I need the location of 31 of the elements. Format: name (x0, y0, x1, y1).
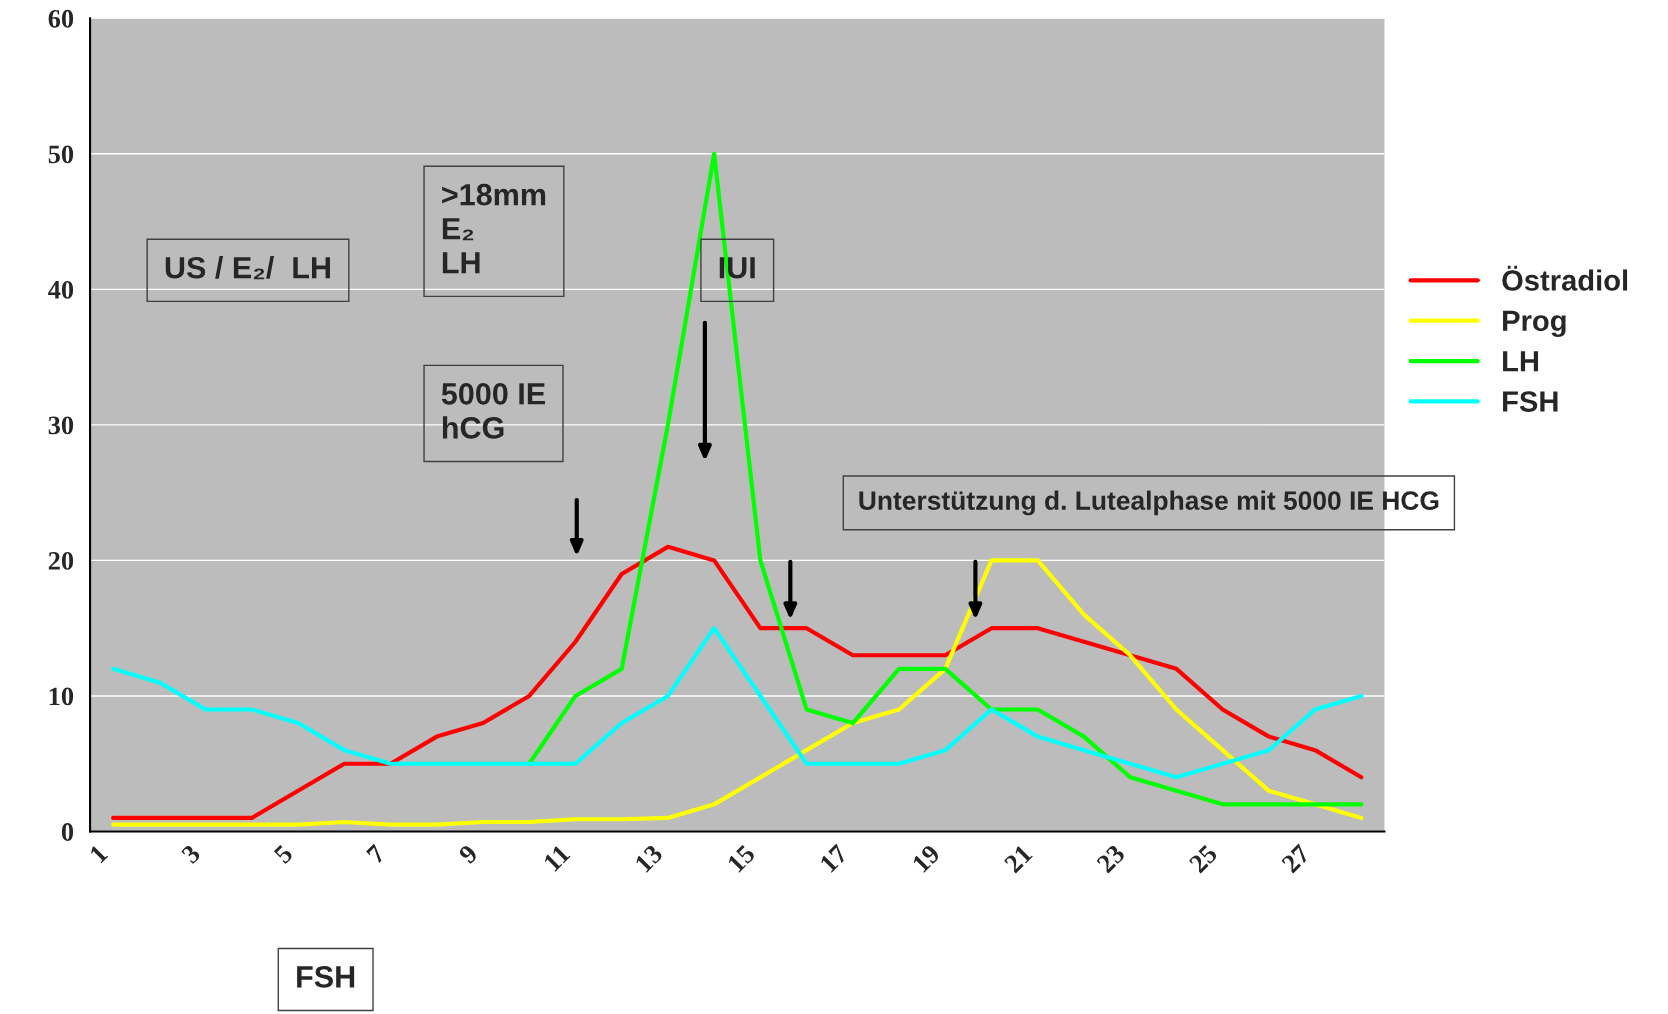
legend-label: Prog (1503, 310, 1566, 338)
x-tick-label: 9 (457, 843, 479, 865)
text: FSH (297, 966, 355, 988)
legend-label: FSH (1503, 391, 1558, 412)
y-tick-label: 50 (48, 145, 74, 164)
annotation: >18mm E₂ LH (442, 183, 546, 274)
y-tick-label: 60 (48, 9, 74, 28)
x-tick-label: 11 (543, 844, 571, 872)
x-tick-label: 5 (273, 844, 294, 865)
x-tick-label: 7 (366, 843, 387, 864)
y-tick-label: 20 (48, 552, 74, 570)
annotation: Unterstützung d. Lutealphase mit 5000 IE HCG (859, 490, 1439, 516)
y-tick-label: 10 (49, 687, 74, 706)
annotation: US / E₂/ LH (165, 256, 330, 280)
line-series (111, 626, 1364, 780)
x-tick-label: 1 (89, 844, 109, 864)
x-tick-label: 3 (180, 843, 202, 865)
x-tick-label: 17 (819, 843, 849, 873)
x-tick-label: 21 (1003, 844, 1033, 874)
x-tick-label: 23 (1095, 843, 1126, 874)
x-tick-label: 19 (911, 843, 941, 873)
x-tick-label: 27 (1280, 843, 1311, 874)
y-tick-label: 30 (48, 416, 74, 435)
x-tick-label: 25 (1188, 843, 1219, 874)
x-tick-label: 15 (726, 843, 756, 873)
legend-label: LH (1503, 351, 1539, 372)
x-tick-label: 13 (634, 843, 664, 873)
annotation: 5000 IE hCG (441, 383, 545, 439)
y-tick-label: 0 (61, 823, 74, 841)
legend-label: Östradiol (1502, 265, 1628, 291)
y-tick-label: 40 (48, 280, 74, 299)
